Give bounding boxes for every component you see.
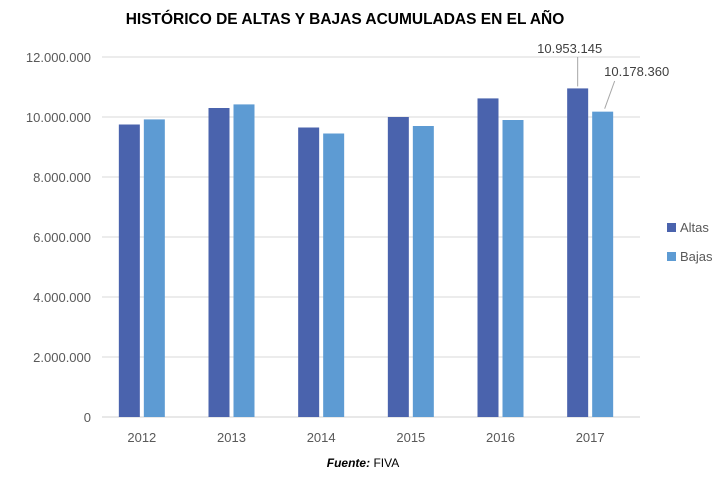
y-tick-label: 2.000.000 [33, 350, 91, 365]
bar-bajas-2015 [412, 126, 434, 417]
bar-bajas-2016 [502, 120, 524, 417]
data-label-leader [604, 80, 616, 109]
legend-swatch-bajas [667, 252, 676, 261]
bar-altas-2017 [567, 88, 589, 418]
bar-bajas-2012 [143, 119, 165, 418]
x-tick-label: 2016 [486, 430, 515, 445]
y-tick-label: 0 [84, 410, 91, 425]
x-tick-label: 2012 [127, 430, 156, 445]
source-note: Fuente: FIVA [0, 456, 726, 470]
bar-bajas-2014 [323, 133, 345, 417]
y-tick-label: 8.000.000 [33, 170, 91, 185]
y-tick-label: 10.000.000 [26, 110, 91, 125]
bar-bajas-2013 [233, 104, 255, 418]
bar-bajas-2017 [592, 111, 614, 417]
bars [118, 88, 614, 418]
bar-altas-2013 [208, 108, 230, 417]
data-label: 10.953.145 [537, 41, 602, 56]
legend-label-bajas: Bajas [680, 249, 713, 264]
legend-swatch-altas [667, 223, 676, 232]
legend: Altas Bajas [667, 220, 713, 264]
gridlines [102, 56, 640, 418]
y-tick-label: 12.000.000 [26, 50, 91, 65]
x-tick-label: 2017 [576, 430, 605, 445]
chart-title: HISTÓRICO DE ALTAS Y BAJAS ACUMULADAS EN… [126, 10, 565, 28]
bar-altas-2016 [477, 98, 499, 418]
bar-altas-2015 [387, 117, 409, 417]
legend-label-altas: Altas [680, 220, 709, 235]
y-axis-ticks: 0 2.000.000 4.000.000 6.000.000 8.000.000 10.… [26, 50, 91, 425]
data-label: 10.178.360 [604, 64, 669, 79]
x-tick-label: 2014 [307, 430, 336, 445]
source-label: Fuente: [326, 456, 371, 470]
x-axis-ticks: 2012 2013 2014 2015 2016 2017 [127, 430, 604, 445]
y-tick-label: 4.000.000 [33, 290, 91, 305]
bar-altas-2012 [118, 124, 140, 417]
bar-altas-2014 [298, 127, 320, 417]
source-value: FIVA [373, 456, 400, 470]
y-tick-label: 6.000.000 [33, 230, 91, 245]
x-tick-label: 2013 [217, 430, 246, 445]
x-tick-label: 2015 [396, 430, 425, 445]
